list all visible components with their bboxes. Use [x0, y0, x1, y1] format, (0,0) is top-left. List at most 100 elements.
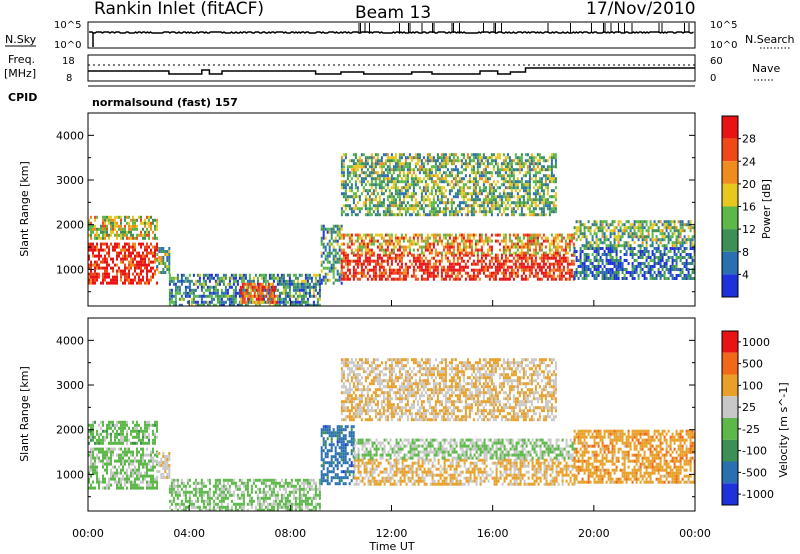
heatmap-cell [577, 259, 580, 262]
heatmap-cell [234, 294, 237, 298]
heatmap-cell [593, 229, 596, 233]
heatmap-cell [607, 253, 610, 256]
heatmap-cell [472, 262, 475, 266]
heatmap-cell [370, 186, 373, 190]
heatmap-cell [300, 300, 303, 304]
heatmap-cell [534, 174, 537, 178]
heatmap-cell [577, 235, 580, 239]
heatmap-cell [573, 277, 576, 280]
heatmap-cell [625, 226, 628, 230]
heatmap-cell [422, 245, 425, 249]
heatmap-cell [412, 156, 415, 160]
heatmap-cell [140, 278, 142, 282]
heatmap-cell [504, 242, 507, 246]
heatmap-cell [564, 239, 567, 243]
heatmap-cell [482, 242, 485, 246]
heatmap-cell [432, 207, 435, 211]
heatmap-cell [232, 273, 235, 277]
heatmap-cell [585, 226, 588, 230]
heatmap-cell [406, 177, 409, 181]
heatmap-cell [452, 210, 455, 214]
heatmap-cell [542, 165, 545, 169]
heatmap-cell [506, 156, 509, 160]
heatmap-cell [434, 274, 437, 278]
heatmap-cell [542, 259, 545, 263]
heatmap-cell [434, 192, 437, 196]
heatmap-cell [673, 226, 676, 230]
heatmap-cell [328, 251, 331, 255]
heatmap-cell [392, 183, 395, 187]
heatmap-cell [106, 260, 108, 264]
heatmap-cell [406, 201, 409, 205]
heatmap-cell [255, 294, 258, 298]
heatmap-cell [164, 271, 167, 274]
heatmap-cell [230, 273, 233, 277]
heatmap-cell [550, 277, 553, 281]
heatmap-cell [346, 274, 349, 278]
heatmap-cell [150, 221, 152, 225]
heatmap-cell [647, 229, 650, 233]
heatmap-cell [510, 239, 513, 243]
heatmap-cell [681, 226, 684, 230]
heatmap-cell [454, 180, 457, 184]
heatmap-cell [428, 213, 431, 217]
heatmap-cell [560, 262, 563, 266]
heatmap-cell [408, 156, 411, 160]
heatmap-cell [120, 269, 122, 273]
heatmap-cell [108, 263, 110, 267]
heatmap-cell [202, 285, 205, 289]
heatmap-cell [498, 186, 501, 190]
heatmap-cell [257, 300, 260, 304]
heatmap-cell [162, 247, 165, 250]
freq-panel: Freq. [MHz] 18 8 60 0 Nave [4, 53, 780, 84]
heatmap-cell [669, 271, 672, 274]
heatmap-cell [420, 277, 423, 281]
heatmap-cell [332, 269, 335, 273]
heatmap-cell [564, 259, 567, 263]
heatmap-cell [370, 251, 373, 255]
heatmap-cell [520, 268, 523, 272]
heatmap-cell [540, 189, 543, 193]
heatmap-cell [474, 180, 477, 184]
heatmap-cell [595, 238, 598, 242]
heatmap-cell [434, 162, 437, 166]
heatmap-cell [106, 242, 108, 246]
heatmap-cell [558, 239, 561, 243]
heatmap-cell [560, 268, 563, 272]
heatmap-cell [667, 271, 670, 274]
heatmap-cell [154, 260, 156, 264]
heatmap-cell [424, 265, 427, 269]
heatmap-cell [356, 177, 359, 181]
heatmap-cell [108, 483, 110, 487]
heatmap-cell [613, 277, 616, 280]
heatmap-cell [542, 233, 545, 237]
heatmap-cell [360, 248, 363, 252]
heatmap-cell [376, 192, 379, 196]
nsky-right-tick-bottom: 10^0 [710, 40, 737, 51]
heatmap-cell [609, 247, 612, 250]
heatmap-cell [570, 233, 573, 237]
heatmap-cell [404, 268, 407, 272]
heatmap-cell [358, 162, 361, 166]
heatmap-cell [342, 271, 345, 275]
heatmap-cell [474, 262, 477, 266]
heatmap-cell [512, 233, 515, 237]
heatmap-cell [386, 239, 389, 243]
heatmap-cell [424, 192, 427, 196]
heatmap-cell [318, 276, 321, 280]
heatmap-cell [444, 253, 447, 257]
heatmap-cell [418, 265, 421, 269]
heatmap-cell [216, 297, 219, 301]
heatmap-cell [368, 201, 371, 205]
heatmap-cell [645, 241, 648, 245]
heatmap-cell [462, 168, 465, 172]
heatmap-cell [502, 159, 505, 163]
heatmap-cell [486, 177, 489, 181]
cpid-program: normalsound (fast) 157 [92, 96, 238, 109]
heatmap-cell [366, 233, 369, 237]
heatmap-cell [462, 239, 465, 243]
heatmap-cell [432, 265, 435, 269]
heatmap-cell [96, 260, 98, 264]
heatmap-cell [414, 156, 417, 160]
heatmap-cell [661, 238, 664, 242]
